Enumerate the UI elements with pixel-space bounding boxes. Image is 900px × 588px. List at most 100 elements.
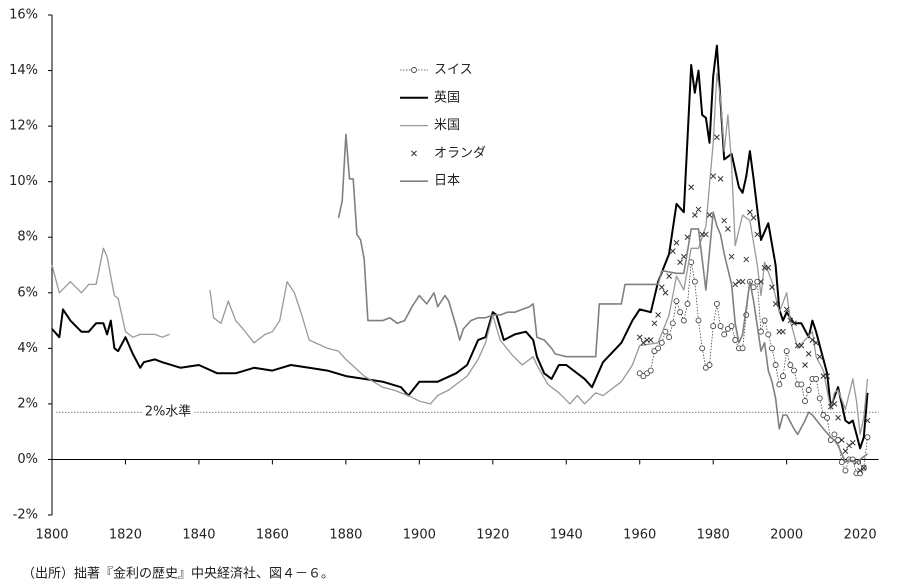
legend-label: オランダ [434,146,486,161]
series-marker [732,281,739,288]
series-marker [658,284,665,291]
series-marker [713,300,720,307]
series-marker [849,439,856,446]
series-marker [658,339,665,346]
series-marker [677,309,684,316]
x-tick-label: 1900 [403,528,436,543]
series-marker [824,414,831,421]
series-marker [827,403,834,410]
series-marker [857,470,864,477]
series-marker [805,351,812,357]
series-marker [636,334,643,341]
reference-label: 2%水準 [145,404,192,420]
series-marker [838,437,845,443]
y-tick-label: 8% [17,230,38,245]
series-marker [647,337,654,343]
series-marker [772,362,779,368]
series-marker [691,278,698,285]
y-tick-label: 16% [9,8,38,23]
series-marker [669,320,676,327]
series-marker [857,467,863,474]
legend-marker [411,67,417,73]
series-marker [783,306,790,313]
series-marker [702,231,709,238]
series-marker [743,256,750,263]
y-tick-label: 4% [17,341,38,356]
series-marker [706,212,713,218]
series-marker [831,431,838,438]
series-marker [677,259,683,266]
series-marker [684,300,691,307]
series-marker [721,331,728,338]
series-marker [695,317,702,324]
series-marker [710,323,717,330]
series-marker [732,337,739,343]
series-marker [787,317,794,324]
series-line [639,261,868,474]
series-marker [802,362,808,368]
series-marker [651,320,658,327]
series-marker [813,375,820,382]
series-marker [706,362,713,368]
y-tick-label: 2% [17,396,38,411]
series-marker [798,342,805,349]
legend-marker [411,150,417,157]
series-marker [680,253,687,260]
series-marker [680,317,687,324]
series-line [337,133,868,463]
series-marker [717,176,724,182]
series-marker [647,367,654,374]
series-marker [842,467,849,474]
x-tick-label: 1940 [550,528,583,543]
series-marker [699,345,706,352]
x-tick-label: 2000 [770,528,803,543]
series-marker [816,353,823,360]
series-marker [809,337,816,343]
series-marker [805,387,812,393]
series-line [51,72,869,436]
legend-label: 英国 [434,90,460,105]
series-marker [791,320,797,327]
series-marker [750,214,757,221]
x-tick-label: 1820 [109,528,142,543]
y-tick-label: -2% [13,508,38,523]
series-line [51,44,869,450]
series-marker [824,373,830,379]
x-tick-label: 1880 [329,528,362,543]
series-marker [669,248,676,254]
series-marker [835,437,842,443]
series-marker [673,239,680,246]
x-tick-label: 1800 [35,528,68,543]
series-marker [798,381,805,388]
series-marker [655,345,662,352]
y-tick-label: 12% [9,119,38,134]
series-marker [662,289,669,296]
series-marker [783,348,790,355]
series-marker [721,217,728,224]
series-marker [780,328,786,335]
y-tick-label: 6% [17,285,38,300]
series-marker [761,317,768,324]
y-tick-label: 14% [9,63,38,78]
series-marker [717,323,724,330]
x-tick-label: 2020 [844,528,877,543]
series-marker [842,448,849,454]
series-marker [813,339,819,346]
legend-label: スイス [434,63,473,78]
series-marker [666,334,673,341]
series-marker [776,381,783,388]
series-marker [835,414,841,421]
series-marker [769,345,775,352]
series-marker [728,323,735,330]
series-marker [831,401,838,407]
series-marker [688,184,695,191]
series-marker [758,278,764,285]
series-marker [691,212,698,218]
series-marker [695,206,702,213]
series-marker [710,173,717,179]
series-marker [640,339,647,346]
source-note: （出所）拙著『金利の歴史』中央経済社、図４－６。 [22,566,334,582]
series-marker [787,362,794,368]
series-marker [728,253,735,260]
